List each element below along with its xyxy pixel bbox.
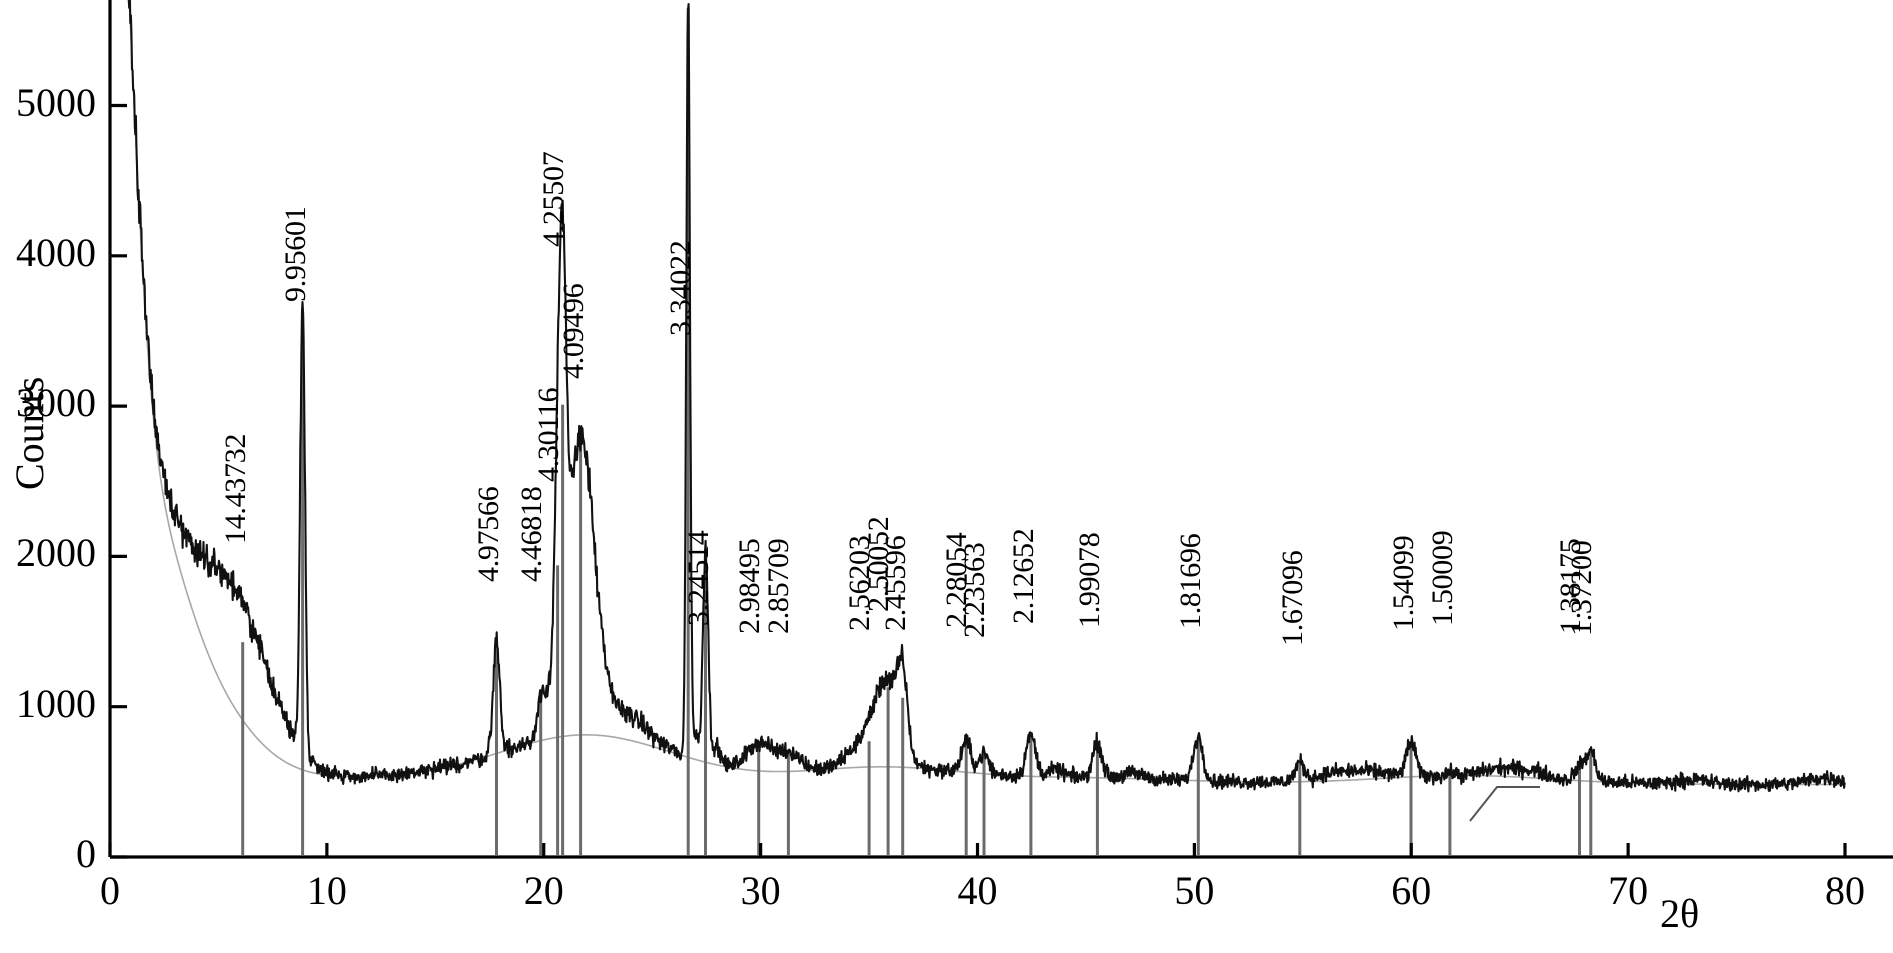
x-tick-label: 80 — [1825, 868, 1865, 913]
peak-label: 3.34022 — [664, 240, 698, 336]
y-tick-label: 4000 — [16, 229, 96, 275]
y-tick-label: 0 — [76, 831, 96, 876]
leader-lines-group — [1469, 786, 1540, 822]
x-axis-title: 2θ — [1660, 891, 1700, 936]
peak-label: 2.85709 — [762, 538, 796, 634]
x-tick-label: 50 — [1174, 868, 1215, 913]
peak-label: 1.50009 — [1425, 530, 1459, 626]
peak-label: 4.97566 — [472, 486, 506, 582]
peak-label: 2.23563 — [958, 542, 991, 638]
y-tick-label: 1000 — [16, 680, 96, 726]
x-tick-label: 70 — [1608, 868, 1649, 913]
y-axis-title: Counts — [7, 376, 52, 490]
peak-label: 9.95601 — [278, 206, 312, 302]
background-curve-group — [128, 0, 1844, 786]
x-tick-label: 20 — [523, 868, 564, 913]
y-tick-label: 3000 — [16, 380, 96, 426]
x-tick-label: 10 — [306, 868, 347, 913]
x-tick-label: 60 — [1391, 868, 1432, 913]
peak-label: 4.46818 — [514, 486, 548, 582]
peak-label: 4.25507 — [536, 151, 570, 247]
peak-label: 4.30116 — [531, 387, 565, 482]
y-tick-label: 2000 — [16, 530, 96, 576]
peak-label: 1.99078 — [1073, 532, 1107, 628]
peak-marker-group — [241, 7, 1593, 855]
peak-label: 4.09496 — [556, 283, 590, 379]
x-tick-label: 30 — [740, 868, 781, 913]
x-tick-label: 0 — [100, 868, 120, 913]
y-tick-label: 5000 — [16, 79, 96, 125]
peak-label: 1.81696 — [1174, 533, 1208, 629]
peak-label: 14.43732 — [218, 433, 252, 544]
peak-label: 2.45596 — [878, 535, 912, 631]
peak-label: 2.12652 — [1006, 528, 1040, 624]
peak-label: 1.54099 — [1387, 535, 1421, 631]
axes-group — [108, 0, 1893, 859]
peak-label: 3.24514 — [681, 530, 715, 626]
x-tick-label: 40 — [957, 868, 998, 913]
background-curve — [128, 0, 1844, 786]
peak-label: 1.37200 — [1564, 540, 1598, 636]
diffraction-trace — [127, 0, 1846, 793]
leader-line-1-50009 — [1469, 786, 1540, 822]
diffraction-trace-group — [127, 0, 1846, 793]
peak-label: 1.67096 — [1275, 550, 1309, 646]
